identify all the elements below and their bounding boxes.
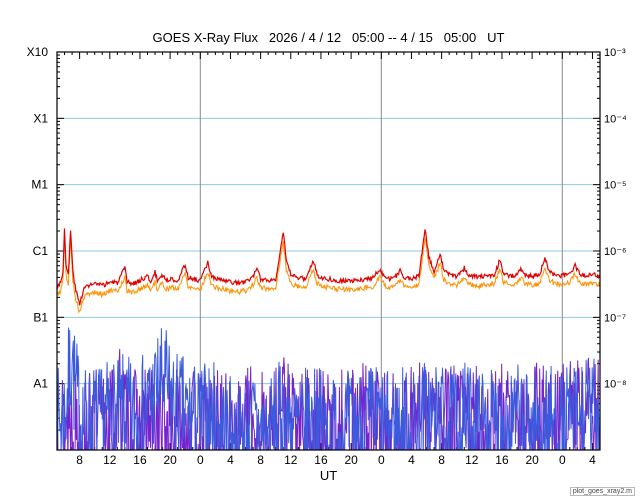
x-axis-tick-label-55: 12 [465,453,479,467]
plot-frame [56,51,601,451]
series-xray-short-primary [57,327,600,450]
x-axis-tick-label-31: 12 [284,453,298,467]
y-axis-right-label-4: 10⁻⁴ [604,113,627,125]
chart-title: GOES X-Ray Flux 2026 / 4 / 12 05:00 -- 4… [152,30,505,45]
x-axis-tick-label-11: 16 [133,453,147,467]
y-axis-right-label-8: 10⁻⁸ [604,379,627,391]
y-axis-left-label-C1: C1 [33,244,49,258]
x-axis-tick-label-3: 8 [76,453,83,467]
x-axis-tick-label-35: 16 [314,453,328,467]
y-axis-left-label-X1: X1 [33,111,48,125]
x-axis-tick-label-39: 20 [344,453,358,467]
x-axis-tick-label-19: 0 [197,453,204,467]
x-axis-tick-label-63: 20 [525,453,539,467]
x-axis-tick-label-67: 0 [559,453,566,467]
y-axis-left-label-M1: M1 [31,178,48,192]
series-group [57,228,600,450]
y-axis-left-label-X10: X10 [27,45,49,59]
x-axis-tick-label-59: 16 [495,453,509,467]
y-axis-right-label-6: 10⁻⁶ [604,246,627,258]
x-axis-label: UT [319,468,338,483]
x-axis-tick-label-15: 20 [163,453,177,467]
series-xray-long-secondary [57,234,600,314]
x-axis-tick-label-71: 4 [589,453,596,467]
x-axis-tick-label-47: 4 [408,453,415,467]
y-axis-right-label-5: 10⁻⁵ [604,180,627,192]
y-axis-left-label-A1: A1 [33,377,48,391]
x-axis-tick-label-7: 12 [103,453,117,467]
x-axis-tick-label-27: 8 [257,453,264,467]
y-axis-right-label-3: 10⁻³ [604,47,626,59]
y-axis-right-label-7: 10⁻⁷ [604,312,626,324]
horizontal-gridlines [57,117,600,385]
x-axis-tick-label-23: 4 [227,453,234,467]
series-xray-long-primary [57,228,600,306]
x-axis-tick-label-43: 0 [378,453,385,467]
axis-labels: 10⁻³ 10⁻⁴ 10⁻⁵ 10⁻⁶ 10⁻⁷ 10⁻⁸ 8 12 16 20 0 4 8 12 16 20… [76,47,627,467]
x-axis-tick-label-51: 8 [438,453,445,467]
plot-watermark: plot_goes_xray2.m [569,487,635,496]
y-axis-left-label-B1: B1 [33,310,48,324]
